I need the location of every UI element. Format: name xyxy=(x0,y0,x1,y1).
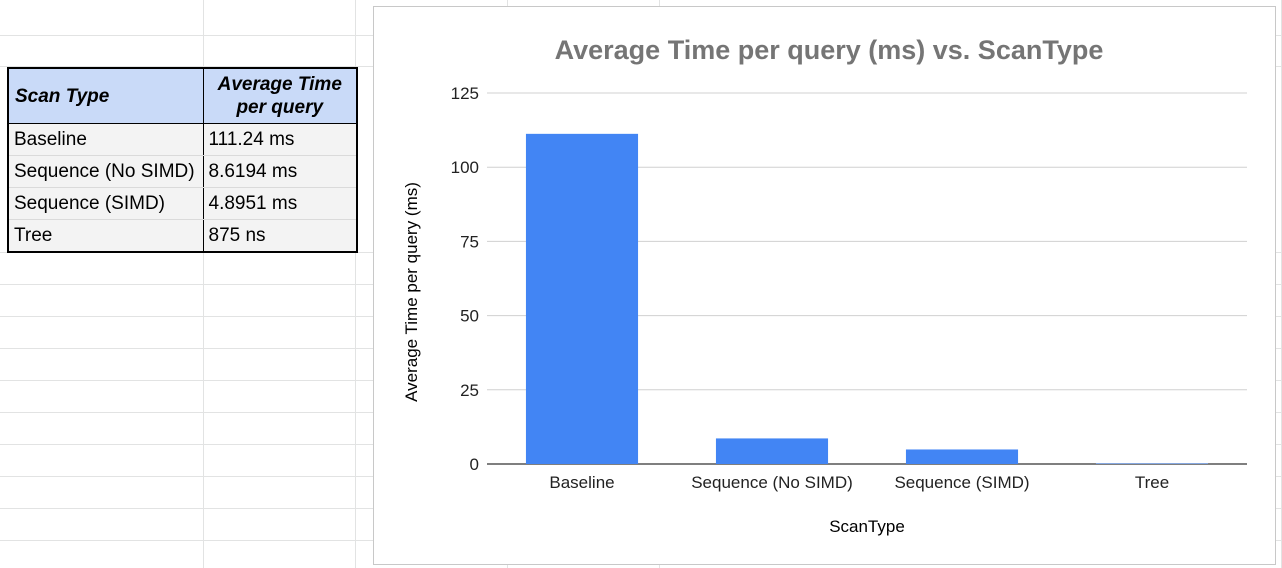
cell-scan-type[interactable]: Sequence (No SIMD) xyxy=(7,155,204,188)
table-row: Sequence (No SIMD) 8.6194 ms xyxy=(7,155,358,188)
cell-scan-type[interactable]: Tree xyxy=(7,219,204,253)
y-tick-label: 125 xyxy=(451,84,479,103)
y-axis-label: Average Time per query (ms) xyxy=(402,182,421,402)
x-tick-label: Sequence (No SIMD) xyxy=(691,473,853,492)
x-tick-label: Tree xyxy=(1135,473,1169,492)
y-tick-label: 100 xyxy=(451,158,479,177)
x-tick-label: Baseline xyxy=(549,473,614,492)
x-tick-labels: Baseline Sequence (No SIMD) Sequence (SIMD… xyxy=(549,473,1169,492)
header-scan-type[interactable]: Scan Type xyxy=(7,67,204,124)
cell-average-time[interactable]: 875 ns xyxy=(202,219,358,253)
x-tick-label: Sequence (SIMD) xyxy=(894,473,1029,492)
table-row: Tree 875 ns xyxy=(7,219,358,253)
y-tick-label: 50 xyxy=(460,307,479,326)
bar[interactable] xyxy=(525,133,639,464)
bar[interactable] xyxy=(715,438,829,464)
chart-title: Average Time per query (ms) vs. ScanType xyxy=(555,35,1104,65)
bar[interactable] xyxy=(905,449,1019,464)
table-row: Sequence (SIMD) 4.8951 ms xyxy=(7,187,358,220)
y-tick-label: 75 xyxy=(460,232,479,251)
table-row: Baseline 111.24 ms xyxy=(7,123,358,156)
y-tick-labels: 0 25 50 75 100 125 xyxy=(451,84,479,474)
chart-container[interactable]: Average Time per query (ms) vs. ScanType… xyxy=(373,6,1276,565)
cell-average-time[interactable]: 111.24 ms xyxy=(202,123,358,156)
cell-average-time[interactable]: 4.8951 ms xyxy=(202,187,358,220)
y-tick-label: 25 xyxy=(460,381,479,400)
scan-type-table: Scan Type Average Time per query Baselin… xyxy=(7,67,358,253)
bar[interactable] xyxy=(1095,463,1209,465)
header-average-time[interactable]: Average Time per query xyxy=(202,67,358,124)
cell-scan-type[interactable]: Baseline xyxy=(7,123,204,156)
cell-scan-type[interactable]: Sequence (SIMD) xyxy=(7,187,204,220)
y-tick-label: 0 xyxy=(470,455,479,474)
table-header-row: Scan Type Average Time per query xyxy=(7,67,358,124)
bars xyxy=(525,133,1209,465)
x-axis-label: ScanType xyxy=(829,517,905,536)
bar-chart: Average Time per query (ms) vs. ScanType… xyxy=(402,35,1247,536)
cell-average-time[interactable]: 8.6194 ms xyxy=(202,155,358,188)
